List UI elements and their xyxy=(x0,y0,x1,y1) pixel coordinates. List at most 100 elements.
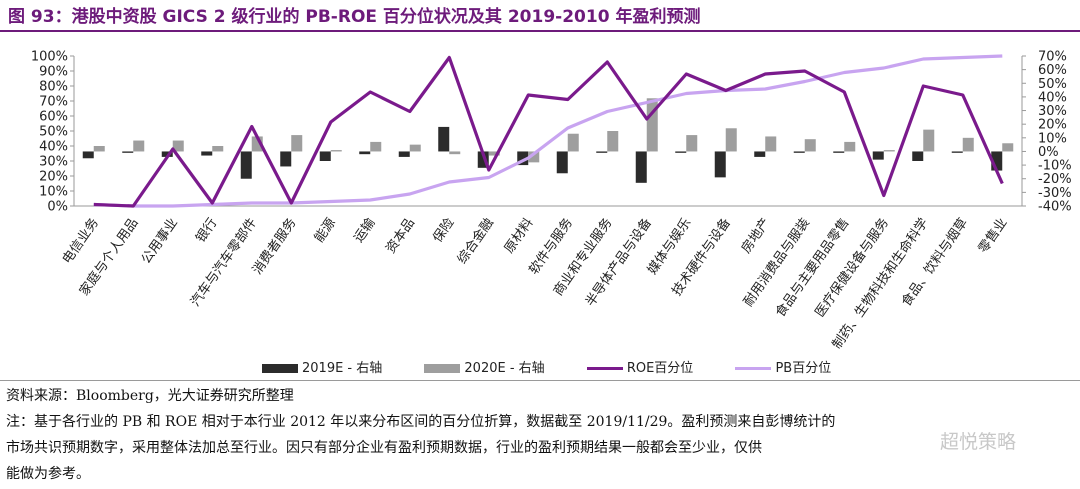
note-line-1: 注：基于各行业的 PB 和 ROE 相对于本行业 2012 年以来分布区间的百分… xyxy=(6,414,836,430)
bar-2019e xyxy=(872,151,884,160)
bar-2020e xyxy=(370,141,382,152)
bar-2019e xyxy=(556,151,568,174)
category-label: 医疗保健设备与服务 xyxy=(812,215,892,320)
category-label: 原材料 xyxy=(502,216,537,257)
bar-2019e xyxy=(754,151,766,157)
bar-2020e xyxy=(646,98,658,152)
left-tick-label: 20% xyxy=(39,170,68,185)
legend-label-pb: PB百分位 xyxy=(775,361,832,376)
bar-2020e xyxy=(804,139,816,152)
right-tick-label: -20% xyxy=(1038,172,1072,187)
bar-2019e xyxy=(82,151,94,159)
category-label: 资本品 xyxy=(383,216,418,257)
bar-2020e xyxy=(449,151,461,155)
legend-item-2020e: 2020E - 右轴 xyxy=(424,357,545,376)
left-tick-label: 60% xyxy=(39,110,68,125)
legend-label-2020e: 2020E - 右轴 xyxy=(464,361,545,376)
right-tick-label: 30% xyxy=(1038,104,1067,119)
left-tick-label: 0% xyxy=(47,200,68,215)
right-tick-label: 40% xyxy=(1038,90,1067,105)
bar-2019e xyxy=(991,151,1003,171)
bar-2020e xyxy=(291,135,303,152)
title-rule xyxy=(0,30,1080,32)
category-label: 保险 xyxy=(430,216,457,246)
bar-2019e xyxy=(398,151,410,157)
bar-2020e xyxy=(607,131,619,152)
source-rule xyxy=(0,380,1080,381)
right-tick-label: 70% xyxy=(1038,50,1067,65)
category-label: 食品与主要用品零售 xyxy=(772,215,852,320)
legend-swatch-pb xyxy=(735,367,772,370)
note-line-2: 市场共识预期数字，采用整体法加总至行业。因只有部分企业有盈利预期数据，行业的盈利… xyxy=(6,440,762,456)
bar-2019e xyxy=(201,151,213,156)
bar-2019e xyxy=(122,151,134,153)
left-tick-label: 40% xyxy=(39,140,68,155)
figure-title: 图 93：港股中资股 GICS 2 级行业的 PB-ROE 百分位状况及其 20… xyxy=(8,7,701,27)
category-label: 房地产 xyxy=(738,215,773,256)
bar-2020e xyxy=(725,128,737,152)
note-line-3: 能做为参考。 xyxy=(6,466,90,482)
source-note: 资料来源：Bloomberg，光大证券研究所整理 xyxy=(6,388,294,404)
bar-2019e xyxy=(438,126,450,152)
bar-2020e xyxy=(923,129,935,152)
left-tick-label: 10% xyxy=(39,185,68,200)
bar-2019e xyxy=(161,151,173,157)
bar-2019e xyxy=(319,151,331,161)
category-label: 能源 xyxy=(312,216,339,246)
bar-2020e xyxy=(962,137,974,152)
category-label: 公用事业 xyxy=(139,216,181,267)
bar-2020e xyxy=(212,146,224,152)
right-tick-label: -40% xyxy=(1038,200,1072,215)
right-tick-label: 10% xyxy=(1038,131,1067,146)
legend-swatch-2020e xyxy=(424,364,461,373)
right-tick-label: -30% xyxy=(1038,186,1072,201)
legend-label-2019e: 2019E - 右轴 xyxy=(302,361,383,376)
bar-2020e xyxy=(251,136,263,152)
bar-2020e xyxy=(172,140,184,152)
left-tick-label: 80% xyxy=(39,80,68,95)
bar-2019e xyxy=(280,151,292,167)
bar-2019e xyxy=(912,151,924,161)
bar-2019e xyxy=(951,151,963,153)
bar-2020e xyxy=(409,144,421,152)
right-tick-label: 60% xyxy=(1038,63,1067,78)
category-label: 银行 xyxy=(193,216,220,246)
bar-2019e xyxy=(714,151,726,178)
left-tick-label: 90% xyxy=(39,65,68,80)
bar-2019e xyxy=(517,151,529,166)
legend-item-roe: ROE百分位 xyxy=(586,357,694,376)
bar-2019e xyxy=(359,151,371,155)
left-tick-label: 70% xyxy=(39,95,68,110)
right-tick-label: 20% xyxy=(1038,118,1067,133)
bar-2020e xyxy=(686,135,698,152)
legend-item-2019e: 2019E - 右轴 xyxy=(262,357,382,376)
chart: 0%10%20%30%40%50%60%70%80%90%100%-40%-30… xyxy=(31,50,1072,353)
bar-2020e xyxy=(330,150,342,152)
right-tick-label: -10% xyxy=(1038,159,1072,174)
bar-2020e xyxy=(133,140,145,152)
category-label: 零售业 xyxy=(975,215,1010,256)
category-label: 综合金融 xyxy=(454,215,497,267)
left-tick-label: 50% xyxy=(39,125,68,140)
category-label: 电信业务 xyxy=(59,215,102,267)
chart-legend: 2019E - 右轴 2020E - 右轴 ROE百分位 PB百分位 xyxy=(262,357,869,376)
left-tick-label: 100% xyxy=(31,50,68,65)
bar-2020e xyxy=(844,141,856,152)
roe-percentile-line xyxy=(93,55,1004,208)
bar-2020e xyxy=(765,136,777,152)
bar-2020e xyxy=(883,150,895,152)
bar-2019e xyxy=(793,151,805,153)
bar-2019e xyxy=(833,151,845,153)
bar-2020e xyxy=(528,151,540,163)
bar-2019e xyxy=(675,151,687,153)
legend-item-pb: PB百分位 xyxy=(735,357,831,376)
bar-2019e xyxy=(596,151,608,153)
bar-2020e xyxy=(1002,143,1014,152)
legend-swatch-2019e xyxy=(262,364,298,373)
bar-2019e xyxy=(240,151,252,179)
legend-label-roe: ROE百分位 xyxy=(626,361,694,376)
category-label: 运输 xyxy=(350,215,378,245)
right-tick-label: 50% xyxy=(1038,77,1067,92)
bar-2020e xyxy=(93,146,105,152)
right-tick-label: 0% xyxy=(1038,145,1059,160)
